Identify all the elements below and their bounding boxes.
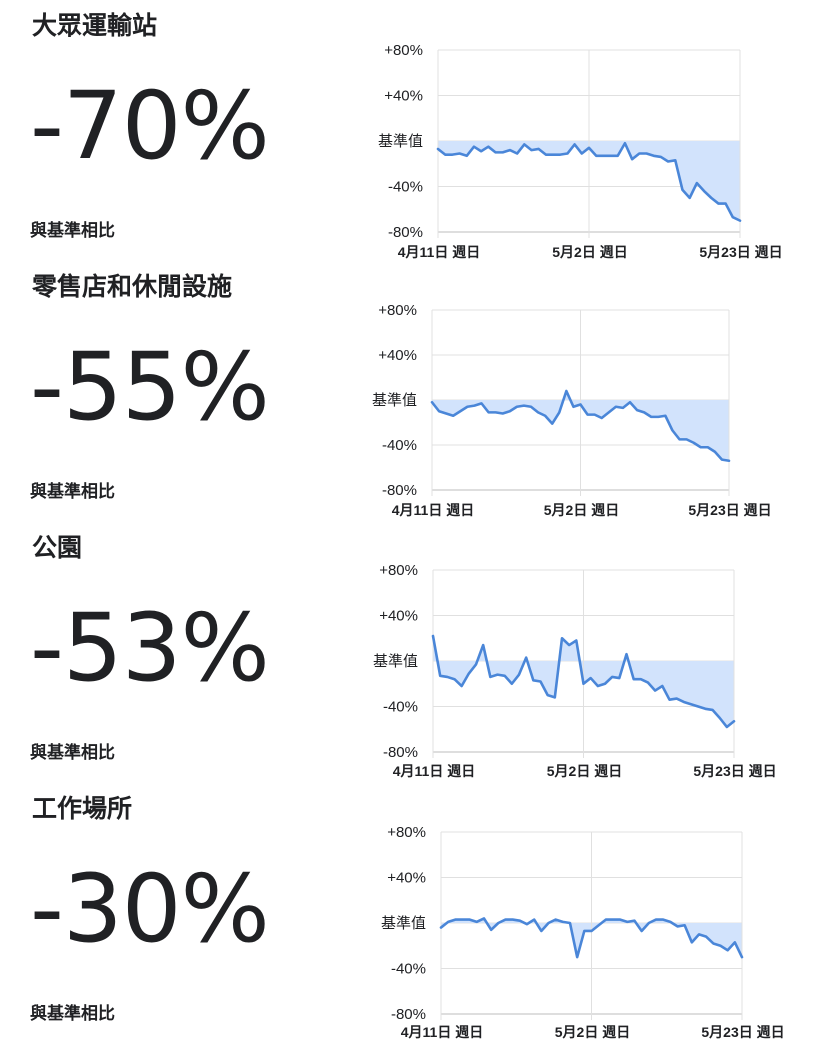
y-tick-label: 基準值	[378, 133, 423, 150]
x-tick-label: 4月11日 週日	[401, 1024, 483, 1040]
comparison-label: 與基準相比	[30, 743, 115, 763]
x-tick-label: 4月11日 週日	[398, 244, 480, 260]
x-tick-label: 5月23日 週日	[699, 244, 782, 260]
panel-workplaces: 工作場所 -30% 與基準相比 +80% +40% 基準值 -40% -80% 4月11日…	[0, 783, 816, 1044]
comparison-label: 與基準相比	[30, 221, 115, 241]
headline-value: -55%	[30, 333, 270, 442]
headline-value: -30%	[30, 855, 270, 964]
headline-value: -53%	[30, 594, 270, 703]
panel-transit: 大眾運輸站 -70% 與基準相比 +80% +40% 基準值 -40% -80% 4月11…	[0, 0, 816, 261]
series-line	[430, 389, 731, 463]
mobility-chart: +80% +40% 基準值 -40% -80% 4月11日 週日 5月2日 週日 5月23日 …	[378, 42, 783, 260]
area-fill	[432, 391, 729, 461]
y-tick-label: 基準值	[373, 653, 418, 670]
y-tick-label: +40%	[384, 88, 423, 105]
x-tick-label: 5月23日 週日	[701, 1024, 784, 1040]
panel-title: 大眾運輸站	[32, 11, 158, 40]
y-tick-label: -40%	[388, 179, 423, 196]
y-tick-label: -40%	[382, 437, 417, 454]
y-tick-label: +80%	[387, 824, 426, 841]
y-tick-label: +40%	[387, 870, 426, 887]
y-tick-label: +80%	[379, 562, 418, 579]
panel-title: 零售店和休閒設施	[32, 272, 233, 301]
y-tick-label: +40%	[378, 347, 417, 364]
y-tick-label: -40%	[391, 961, 426, 978]
y-tick-label: -80%	[391, 1006, 426, 1023]
panel-retail: 零售店和休閒設施 -55% 與基準相比 +80% +40% 基準值 -40% -80% 4…	[0, 261, 816, 522]
x-tick-label: 5月23日 週日	[688, 502, 771, 518]
y-tick-label: +40%	[379, 608, 418, 625]
y-tick-label: +80%	[384, 42, 423, 59]
mobility-chart: +80% +40% 基準值 -40% -80%4月11日 週日 5月2日 週日 5月23日 …	[381, 824, 785, 1040]
x-tick-label: 5月2日 週日	[555, 1024, 630, 1040]
x-tick-label: 4月11日 週日	[392, 502, 474, 518]
comparison-label: 與基準相比	[30, 1004, 115, 1024]
y-tick-label: 基準值	[381, 915, 426, 932]
mobility-chart: +80% +40% 基準值 -40% -80% 4月11日 週日 5月2日 週日 5月23日 …	[373, 562, 777, 779]
x-tick-label: 5月2日 週日	[547, 763, 622, 779]
x-tick-label: 5月2日 週日	[552, 244, 627, 260]
y-tick-label: 基準值	[372, 392, 417, 409]
y-tick-label: +80%	[378, 302, 417, 319]
x-tick-label: 5月23日 週日	[693, 763, 776, 779]
y-tick-label: -80%	[382, 482, 417, 499]
panel-title: 工作場所	[32, 794, 133, 823]
y-tick-label: -40%	[383, 699, 418, 716]
y-tick-label: -80%	[383, 744, 418, 761]
comparison-label: 與基準相比	[30, 482, 115, 502]
x-tick-label: 5月2日 週日	[544, 502, 619, 518]
series-line	[431, 634, 736, 729]
mobility-chart: +80% +40% 基準值 -40% -80% 4月11日 週日 5月2日 週日 5月23日 …	[372, 302, 772, 518]
y-tick-label: -80%	[388, 224, 423, 241]
series-line	[439, 917, 744, 959]
series-line	[436, 141, 742, 222]
area-fill	[438, 141, 740, 221]
panel-parks: 公園 -53% 與基準相比 +80% +40% 基準值 -40% -80% 4月11日 週…	[0, 522, 816, 783]
x-tick-label: 4月11日 週日	[393, 763, 475, 779]
panel-title: 公園	[32, 533, 83, 562]
headline-value: -70%	[30, 72, 270, 181]
